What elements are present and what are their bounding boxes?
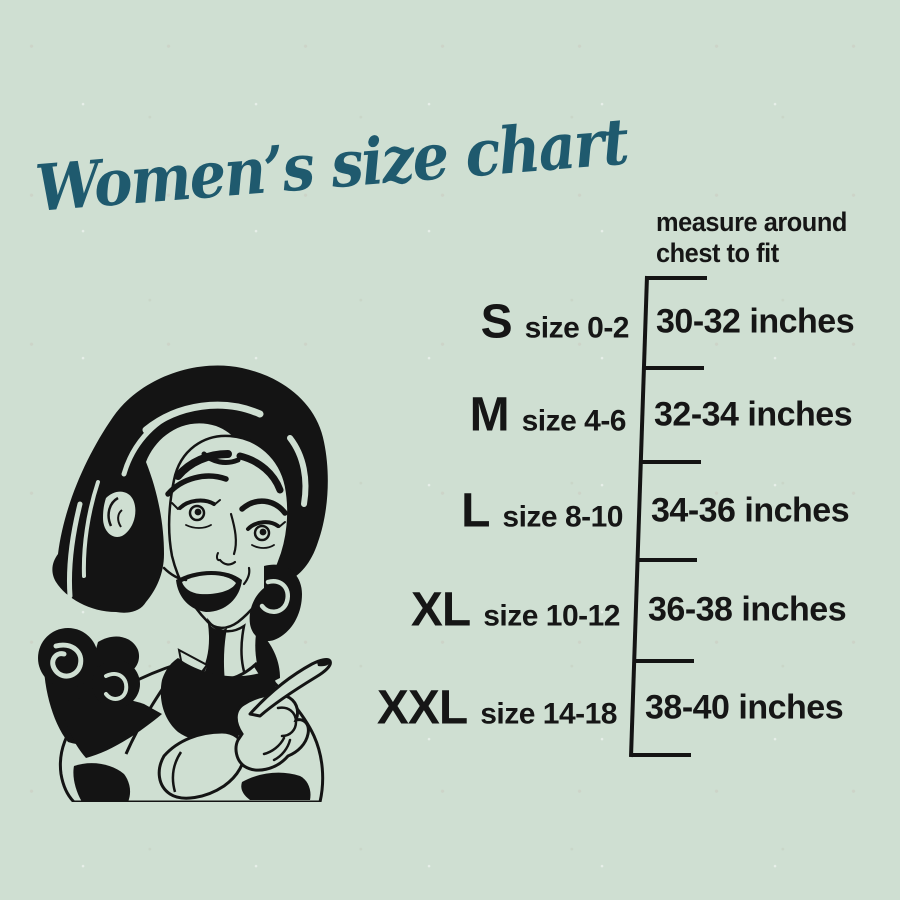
woman-hair <box>52 365 328 613</box>
size-letter: XXL <box>376 681 468 735</box>
woman-facial-features <box>162 473 288 612</box>
size-range: size 4-6 <box>521 404 627 438</box>
size-letter: XL <box>410 583 471 637</box>
measure-note: measure around chest to fit <box>656 207 847 269</box>
hair-highlights <box>67 401 309 599</box>
size-label-group: M size 4-6 <box>469 388 627 443</box>
size-label-group: L size 8-10 <box>461 484 623 539</box>
chest-measurement: 30-32 inches <box>656 302 855 341</box>
hair-curls <box>38 564 302 708</box>
measure-note-line1: measure around <box>656 207 847 237</box>
woman-face <box>167 434 290 630</box>
woman-neck <box>177 617 250 695</box>
size-label-group: XL size 10-12 <box>410 583 621 638</box>
size-label-group: XXL size 14-18 <box>376 681 618 736</box>
size-range: size 8-10 <box>502 500 623 534</box>
woman-jacket <box>43 640 325 802</box>
page-title: Women’s size chart <box>32 104 631 227</box>
size-range: size 14-18 <box>480 697 617 731</box>
woman-neckline <box>160 658 276 743</box>
measure-note-line2: chest to fit <box>656 238 779 268</box>
chest-measurement: 36-38 inches <box>648 590 847 629</box>
size-letter: M <box>469 388 510 442</box>
size-letter: L <box>461 484 490 538</box>
woman-pointing-hand <box>157 658 332 800</box>
size-range: size 10-12 <box>483 599 620 633</box>
size-label-group: S size 0-2 <box>480 295 630 350</box>
retro-woman-pointing-illustration <box>38 365 332 802</box>
chest-measurement: 34-36 inches <box>651 491 850 530</box>
chest-measurement: 38-40 inches <box>645 688 844 727</box>
size-letter: S <box>480 295 513 349</box>
chest-measurement: 32-34 inches <box>654 395 853 434</box>
woman-ear <box>103 491 136 537</box>
size-range: size 0-2 <box>524 311 630 345</box>
